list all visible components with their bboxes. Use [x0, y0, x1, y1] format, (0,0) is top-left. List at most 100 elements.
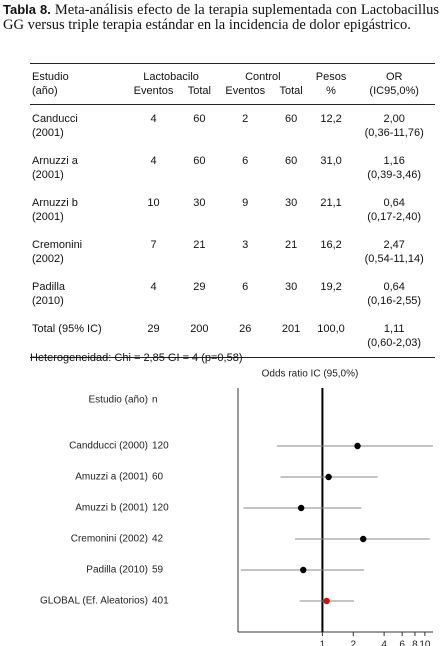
- table-cell: 10: [147, 197, 160, 209]
- table-row: Arnuzzi a (2001) 4 60 6 60 31,0 1,16 (0,39-3,46): [30, 147, 435, 189]
- table-cell: Total (95% IC): [30, 315, 125, 358]
- table-cell: 26: [239, 323, 252, 335]
- x-tick-label: 2: [350, 640, 356, 646]
- table-cell: 4: [150, 113, 157, 125]
- table-cell: 60: [193, 113, 206, 125]
- heterogeneity: Heterogeneidad: Chi = 2,85 GI = 4 (p=0,5…: [30, 352, 243, 364]
- n-label: 120: [152, 503, 169, 514]
- table-cell: 16,2: [320, 239, 342, 251]
- study-label: Amuzzi b (2001): [75, 503, 148, 514]
- group-header-cell: Lactobacilo: [143, 71, 199, 83]
- table-cell: Padilla (2010): [30, 273, 125, 315]
- cell-line: Canducci: [32, 113, 78, 125]
- cell-line: (0,39-3,46): [367, 169, 422, 181]
- table-row: Canducci (2001) 4 60 2 60 12,2 2,00 (0,36-11,76): [30, 105, 435, 148]
- plot-title: Odds ratio IC (95,0%): [262, 369, 359, 380]
- table-cell: Canducci (2001): [30, 105, 125, 148]
- group-header: Estudio Lactobacilo Control Pesos OR: [30, 64, 435, 85]
- cell-line: 1,11: [383, 323, 405, 335]
- study-label: Amuzzi a (2001): [75, 472, 148, 483]
- table-cell: 60: [284, 113, 298, 125]
- cell-line: (0,17-2,40): [367, 211, 422, 223]
- table-cell: 6: [242, 281, 249, 293]
- caption: Tabla 8. Meta-análisis efecto de la tera…: [3, 2, 439, 33]
- table-cell: 60: [284, 155, 298, 167]
- table-cell: 29: [147, 323, 160, 335]
- n-label: 120: [152, 441, 169, 452]
- cell-line: (2001): [32, 211, 64, 223]
- table-cell: 2: [242, 113, 249, 125]
- table-cell: 60: [193, 155, 206, 167]
- n-label: 59: [152, 565, 164, 576]
- table: Estudio Lactobacilo Control Pesos OR (año) Ev…: [30, 63, 435, 358]
- cell-line: (0,36-11,76): [364, 127, 424, 139]
- cell-line: Arnuzzi b: [32, 197, 78, 209]
- caption-label: Tabla 8.: [3, 2, 51, 17]
- point-estimate: [300, 566, 307, 574]
- cell-line: Padilla: [32, 281, 66, 293]
- table-cell: 1,16 (0,39-3,46): [353, 147, 435, 189]
- n-label: 60: [152, 472, 164, 483]
- table-cell: 0,64 (0,16-2,55): [353, 273, 435, 315]
- cell-line: Arnuzzi a: [32, 155, 78, 167]
- group-header-cell: Control: [245, 71, 281, 83]
- table-body: Canducci (2001) 4 60 2 60 12,2 2,00 (0,36-11,76)…: [30, 105, 435, 358]
- column-header: Estudio (año): [89, 395, 148, 406]
- table-cell: 2,47 (0,54-11,14): [353, 231, 435, 273]
- sub-header-cell: %: [326, 85, 336, 97]
- caption-text: Meta-análisis efecto de la terapia suple…: [3, 2, 439, 33]
- sub-header-cell: Eventos: [225, 85, 266, 97]
- table-cell: 0,64 (0,17-2,40): [353, 189, 435, 231]
- table-cell: 9: [242, 197, 249, 209]
- table-cell: 30: [284, 281, 298, 293]
- table-cell: 2,00 (0,36-11,76): [353, 105, 435, 148]
- table-cell: 200: [190, 323, 209, 335]
- table-cell: 30: [284, 197, 298, 209]
- table-row: Arnuzzi b (2001) 10 30 9 30 21,1 0,64 (0,17-2,40…: [30, 189, 435, 231]
- study-label: GLOBAL (Ef. Aleatorios): [40, 596, 148, 607]
- table-cell: 31,0: [320, 155, 342, 167]
- table-cell: 3: [242, 239, 249, 251]
- table-cell: 21: [193, 239, 206, 251]
- table-cell: Arnuzzi b (2001): [30, 189, 125, 231]
- point-estimate: [323, 597, 330, 605]
- cell-line: 2,00: [383, 113, 405, 125]
- table-cell: 100,0: [317, 323, 345, 335]
- cell-line: (2002): [32, 253, 64, 265]
- cell-line: (2010): [32, 295, 64, 307]
- cell-line: Total (95% IC): [32, 323, 102, 335]
- study-label: Padilla (2010): [86, 565, 148, 576]
- table-cell: 4: [150, 155, 157, 167]
- table-cell: 7: [150, 239, 157, 251]
- table-cell: 12,2: [320, 113, 342, 125]
- cell-line: Cremonini: [32, 239, 83, 251]
- n-label: 401: [152, 596, 169, 607]
- group-header-cell: Pesos: [315, 71, 347, 83]
- group-header-cell: Estudio: [32, 71, 69, 83]
- point-estimate: [297, 504, 305, 512]
- table-cell: 1,11 (0,60-2,03): [353, 315, 435, 358]
- cell-line: 1,16: [383, 155, 405, 167]
- sub-header: (año) Eventos Total Eventos Total% (IC95,0%): [30, 84, 435, 105]
- study-label: Candducci (2000): [69, 441, 148, 452]
- x-tick-label: 1: [320, 640, 326, 646]
- table-cell: 21: [284, 239, 298, 251]
- x-tick-label: 10: [419, 640, 431, 646]
- n-label: 42: [152, 534, 164, 545]
- table-cell: 201: [281, 323, 301, 335]
- table-cell: 4: [150, 281, 157, 293]
- sub-header-cell: (IC95,0%): [369, 85, 419, 97]
- table-row: Total (95% IC) 29 200 26 201 100,0 1,11 (0,60-2…: [30, 315, 435, 358]
- table-cell: Arnuzzi a (2001): [30, 147, 125, 189]
- x-tick-label: 4: [381, 640, 387, 646]
- study-label: Cremonini (2002): [71, 534, 148, 545]
- table-row: Cremonini (2002) 7 21 3 21 16,2 2,47 (0,54-11,14…: [30, 231, 435, 273]
- cell-line: 0,64: [383, 197, 405, 209]
- column-header: n: [152, 395, 158, 406]
- table-cell: 30: [193, 197, 206, 209]
- sub-header-cell: Eventos: [133, 85, 174, 97]
- cell-line: (2001): [32, 127, 64, 139]
- x-tick-label: 6: [399, 640, 405, 646]
- cell-line: (2001): [32, 169, 64, 181]
